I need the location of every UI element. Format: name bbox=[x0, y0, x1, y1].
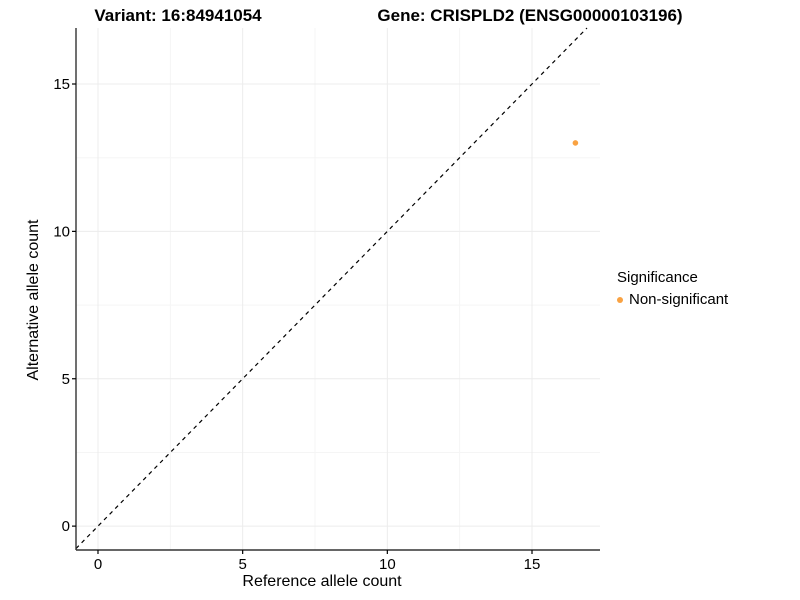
legend: Significance Non-significant bbox=[617, 268, 728, 309]
data-point bbox=[572, 140, 579, 146]
x-tick-label: 5 bbox=[238, 556, 246, 573]
y-tick-label: 10 bbox=[53, 223, 70, 240]
legend-point-icon bbox=[617, 296, 623, 303]
legend-title: Significance bbox=[617, 269, 698, 286]
legend-item: Non-significant bbox=[617, 290, 728, 309]
legend-item-label: Non-significant bbox=[629, 291, 729, 308]
variant-title: Variant: 16:84941054 bbox=[94, 6, 262, 25]
x-tick-label: 10 bbox=[379, 556, 396, 573]
x-axis-label: Reference allele count bbox=[242, 573, 402, 590]
y-tick-label: 0 bbox=[62, 518, 70, 535]
x-tick-label: 0 bbox=[94, 556, 102, 573]
y-tick-label: 15 bbox=[53, 76, 70, 93]
identity-line bbox=[75, 27, 588, 549]
gene-title: Gene: CRISPLD2 (ENSG00000103196) bbox=[377, 6, 683, 25]
x-tick-label: 15 bbox=[524, 556, 541, 573]
y-tick-label: 5 bbox=[62, 371, 70, 388]
y-axis-label: Alternative allele count bbox=[25, 219, 42, 381]
